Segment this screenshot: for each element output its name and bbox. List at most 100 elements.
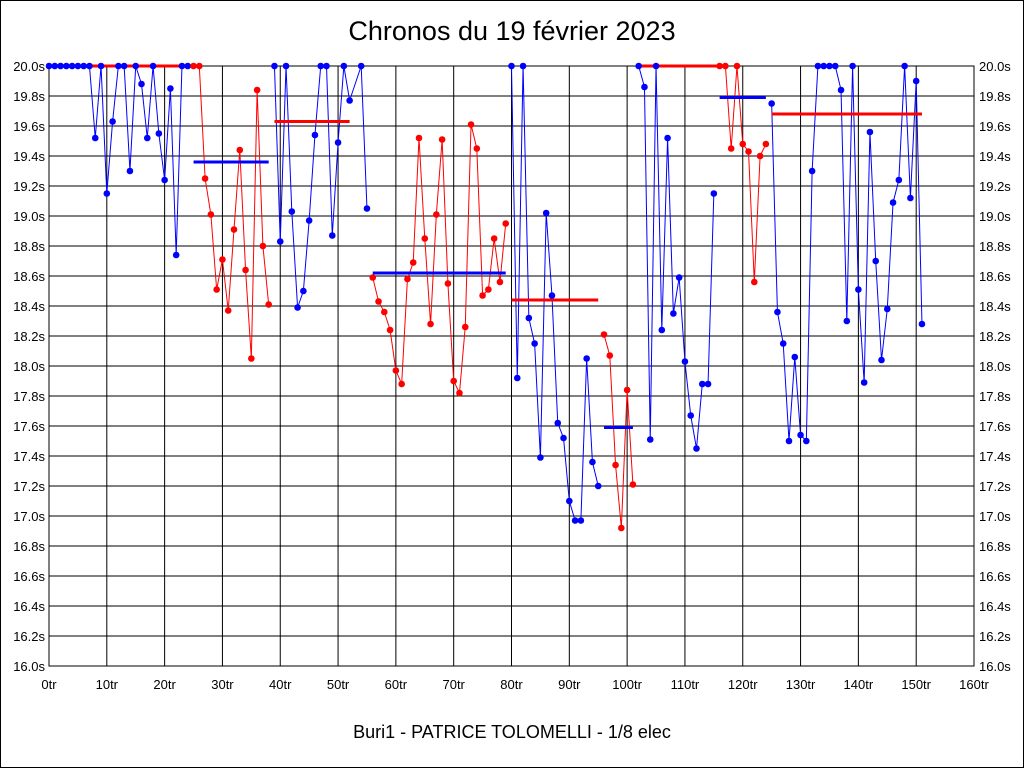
x-tick-label: 30tr — [211, 677, 234, 692]
lap-time-point — [756, 152, 764, 160]
stint-line-3 — [273, 65, 368, 308]
lap-time-point — [334, 139, 342, 146]
y-tick-label-right: 16.2s — [979, 629, 1011, 644]
lap-time-point — [456, 389, 463, 397]
lap-time-point — [855, 286, 862, 293]
y-tick-label-left: 17.0s — [13, 509, 45, 524]
lap-time-point — [438, 136, 446, 143]
y-tick-label-left: 18.2s — [13, 329, 45, 344]
lap-time-point — [143, 134, 151, 142]
lap-time-point — [791, 353, 799, 361]
lap-time-point — [51, 62, 59, 70]
lap-time-point — [178, 62, 186, 70]
lap-time-point — [236, 146, 244, 154]
y-tick-label-right: 20.0s — [979, 59, 1011, 74]
lap-time-point — [190, 62, 197, 70]
lap-time-point — [461, 323, 469, 331]
lap-time-point — [167, 85, 174, 92]
x-tick-label: 10tr — [96, 677, 119, 692]
lap-time-point — [878, 356, 885, 364]
lap-time-point — [577, 517, 585, 524]
y-tick-label-right: 18.8s — [979, 239, 1011, 254]
lap-time-point — [248, 355, 255, 362]
lap-time-point — [513, 374, 521, 382]
y-tick-label-right: 18.6s — [979, 269, 1011, 284]
lap-time-point — [386, 326, 394, 334]
lap-time-point — [138, 80, 145, 88]
lap-time-point — [323, 62, 330, 70]
lap-time-point — [259, 242, 267, 250]
chart-title: Chronos du 19 février 2023 — [348, 16, 676, 46]
x-tick-label: 130tr — [786, 677, 816, 692]
lap-time-point — [115, 62, 122, 70]
x-tick-label: 60tr — [385, 677, 408, 692]
lap-time-point — [606, 352, 614, 359]
y-tick-label-left: 19.8s — [13, 89, 45, 104]
y-tick-label-right: 17.4s — [979, 449, 1011, 464]
lap-time-point — [415, 134, 423, 142]
x-tick-label: 100tr — [612, 677, 642, 692]
lap-time-point — [57, 62, 64, 70]
x-tick-label: 160tr — [959, 677, 989, 692]
y-tick-label-left: 19.4s — [13, 149, 45, 164]
y-tick-label-left: 17.4s — [13, 449, 45, 464]
lap-time-point — [196, 62, 203, 70]
lap-time-point — [849, 62, 856, 70]
y-tick-label-right: 17.6s — [979, 419, 1011, 434]
lap-time-point — [710, 190, 718, 197]
y-tick-label-left: 19.2s — [13, 179, 45, 194]
lap-time-point — [537, 454, 544, 461]
lap-time-point — [63, 62, 70, 70]
lap-time-point — [566, 497, 573, 505]
y-tick-label-right: 16.8s — [979, 539, 1011, 554]
lap-time-point — [242, 266, 249, 274]
lap-time-point — [727, 145, 735, 152]
lap-time-point — [670, 310, 677, 317]
lap-time-point — [895, 176, 903, 184]
lap-time-point — [294, 304, 301, 311]
lap-time-point — [675, 274, 683, 281]
lap-time-point — [704, 380, 712, 388]
lap-time-point — [346, 97, 353, 104]
y-tick-label-right: 19.8s — [979, 89, 1011, 104]
y-tick-label-right: 18.2s — [979, 329, 1011, 344]
lap-time-point — [444, 280, 452, 287]
lap-time-point — [409, 259, 417, 266]
lap-time-point — [109, 118, 116, 125]
lap-time-point — [600, 331, 608, 338]
y-tick-label-left: 18.6s — [13, 269, 45, 284]
lap-time-point — [161, 176, 168, 184]
lap-time-point — [866, 128, 874, 136]
y-tick-label-right: 18.4s — [979, 299, 1011, 314]
lap-time-point — [837, 86, 845, 94]
lap-time-point — [502, 220, 510, 227]
lap-time-point — [548, 292, 556, 299]
lap-time-point — [404, 275, 411, 283]
lap-time-point — [768, 100, 775, 107]
lap-time-point — [68, 62, 76, 70]
lap-time-point — [276, 238, 284, 245]
lap-time-point — [554, 419, 562, 427]
lap-time-point — [612, 461, 619, 469]
lap-time-point — [797, 431, 804, 439]
lap-time-point — [265, 301, 272, 308]
lap-time-point — [542, 209, 550, 217]
stint-line-5 — [511, 65, 599, 521]
lap-time-point — [427, 320, 434, 328]
y-tick-label-left: 20.0s — [13, 59, 45, 74]
stint-line-7 — [638, 65, 715, 449]
x-tick-label: 70tr — [442, 677, 465, 692]
lap-time-point — [473, 145, 481, 152]
lap-time-point — [658, 326, 666, 334]
y-tick-label-right: 16.0s — [979, 659, 1011, 674]
lap-time-point — [398, 380, 405, 388]
lap-time-point — [340, 62, 348, 70]
lap-time-point — [826, 62, 833, 70]
lap-time-point — [103, 190, 111, 197]
y-tick-label-right: 19.6s — [979, 119, 1011, 134]
x-tick-label: 40tr — [269, 677, 292, 692]
stint-line-4 — [372, 124, 507, 395]
lap-time-point — [635, 62, 642, 70]
lap-time-point — [91, 134, 99, 142]
lap-time-point — [479, 292, 486, 299]
